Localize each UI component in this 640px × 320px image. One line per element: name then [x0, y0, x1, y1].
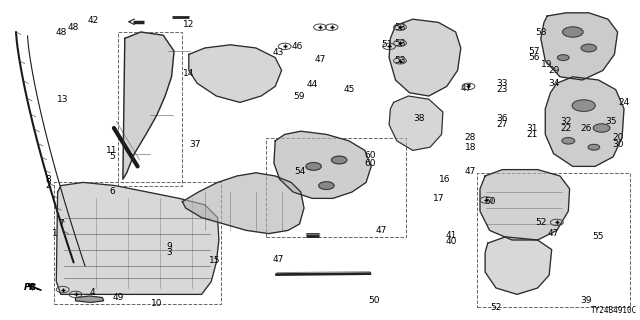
Text: 11: 11 [106, 146, 118, 155]
Text: 31: 31 [527, 124, 538, 132]
Text: 12: 12 [183, 20, 195, 28]
Text: 56: 56 [529, 53, 540, 62]
Text: 45: 45 [343, 85, 355, 94]
Text: 50: 50 [484, 197, 495, 206]
Text: 47: 47 [314, 55, 326, 64]
Text: 35: 35 [605, 117, 617, 126]
Text: 47: 47 [460, 84, 472, 92]
Text: 20: 20 [612, 133, 623, 142]
Text: 17: 17 [433, 194, 444, 203]
Text: 43: 43 [273, 48, 284, 57]
Text: 41: 41 [445, 231, 457, 240]
Circle shape [593, 124, 610, 132]
Text: 9: 9 [167, 242, 172, 251]
Text: 47: 47 [273, 255, 284, 264]
Text: 16: 16 [439, 175, 451, 184]
Text: 54: 54 [294, 167, 305, 176]
Text: 52: 52 [535, 218, 547, 227]
Text: 19: 19 [541, 60, 553, 68]
Text: 36: 36 [497, 114, 508, 123]
Text: 42: 42 [87, 16, 99, 25]
Polygon shape [389, 96, 443, 150]
Polygon shape [485, 237, 552, 294]
Polygon shape [541, 13, 618, 80]
Text: 26: 26 [580, 124, 591, 132]
Circle shape [581, 44, 596, 52]
Polygon shape [76, 296, 104, 302]
Text: 59: 59 [294, 92, 305, 100]
Text: 24: 24 [618, 98, 630, 107]
Text: 1: 1 [52, 229, 57, 238]
Text: 47: 47 [465, 167, 476, 176]
Circle shape [332, 156, 347, 164]
Polygon shape [389, 19, 461, 96]
Text: 37: 37 [189, 140, 201, 148]
Text: 44: 44 [307, 80, 318, 89]
Text: 7: 7 [58, 220, 63, 228]
Bar [118, 32, 182, 186]
Text: 28: 28 [465, 133, 476, 142]
Text: 47: 47 [375, 226, 387, 235]
Text: 51: 51 [381, 40, 393, 49]
Text: 60: 60 [364, 151, 376, 160]
Polygon shape [189, 45, 282, 102]
Text: 8: 8 [45, 175, 51, 184]
Text: 5: 5 [109, 152, 115, 161]
Text: 29: 29 [548, 66, 559, 75]
Circle shape [588, 144, 600, 150]
Text: 6: 6 [109, 188, 115, 196]
Text: 4: 4 [90, 288, 95, 297]
Circle shape [319, 182, 334, 189]
Circle shape [563, 27, 583, 37]
Text: 38: 38 [413, 114, 425, 123]
Bar [54, 182, 221, 304]
Text: 40: 40 [445, 237, 457, 246]
Polygon shape [56, 182, 219, 294]
Text: TY24B4910C: TY24B4910C [591, 306, 637, 315]
Text: 21: 21 [527, 130, 538, 139]
Text: 57: 57 [529, 47, 540, 56]
Text: 15: 15 [209, 256, 220, 265]
Text: FR.: FR. [24, 283, 40, 292]
Polygon shape [545, 77, 624, 166]
Text: 10: 10 [151, 300, 163, 308]
Polygon shape [123, 32, 174, 179]
Text: 47: 47 [548, 229, 559, 238]
Circle shape [306, 163, 321, 170]
Polygon shape [480, 170, 570, 240]
Circle shape [572, 100, 595, 111]
Polygon shape [274, 131, 371, 198]
Text: 18: 18 [465, 143, 476, 152]
Text: 2: 2 [45, 181, 51, 190]
Text: 53: 53 [394, 23, 406, 32]
Text: 53: 53 [394, 56, 406, 65]
Text: 22: 22 [561, 124, 572, 132]
Text: 48: 48 [55, 28, 67, 36]
Circle shape [557, 55, 569, 60]
Text: 33: 33 [497, 79, 508, 88]
Text: 50: 50 [369, 296, 380, 305]
Text: 48: 48 [68, 23, 79, 32]
Text: 39: 39 [580, 296, 591, 305]
Text: 14: 14 [183, 69, 195, 78]
Text: 32: 32 [561, 117, 572, 126]
Text: 58: 58 [535, 28, 547, 36]
Bar [266, 138, 406, 237]
Text: 3: 3 [167, 248, 172, 257]
Text: 46: 46 [292, 42, 303, 51]
Polygon shape [182, 173, 304, 234]
Bar [477, 173, 630, 307]
Text: 27: 27 [497, 120, 508, 129]
Text: 30: 30 [612, 140, 623, 148]
Text: 34: 34 [548, 79, 559, 88]
Text: 60: 60 [364, 159, 376, 168]
Text: 23: 23 [497, 85, 508, 94]
Text: 13: 13 [57, 95, 68, 104]
Text: 53: 53 [394, 39, 406, 48]
Text: 49: 49 [113, 293, 124, 302]
Text: 52: 52 [490, 303, 502, 312]
Text: 55: 55 [593, 232, 604, 241]
Circle shape [562, 138, 575, 144]
